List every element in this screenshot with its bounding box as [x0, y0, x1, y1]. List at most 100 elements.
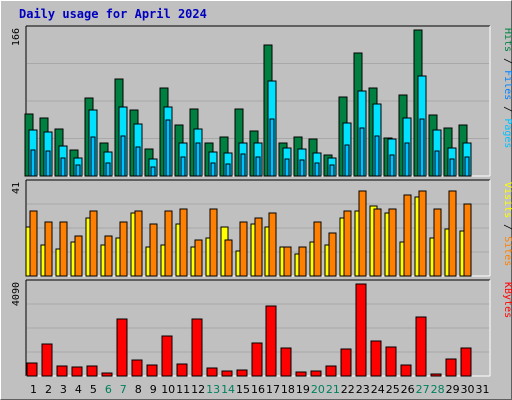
scale-label-middle: 41 [11, 182, 22, 194]
day-label-31: 31 [476, 383, 490, 396]
bar-kbytes-day-24 [370, 340, 382, 377]
day-label-19: 19 [296, 383, 310, 396]
bar-pages-day-22 [344, 144, 350, 177]
bar-kbytes-day-18 [280, 347, 292, 377]
bar-kbytes-day-4 [71, 366, 83, 377]
legend-entry: KBytes [502, 282, 512, 318]
bar-pages-day-5 [90, 136, 96, 177]
bar-sites-day-21 [328, 232, 337, 277]
day-label-17: 17 [266, 383, 280, 396]
day-label-23: 23 [356, 383, 370, 396]
bar-pages-day-4 [75, 164, 81, 177]
bar-sites-day-8 [134, 210, 143, 277]
scale-label-top: 166 [11, 28, 22, 46]
day-label-29: 29 [446, 383, 460, 396]
bar-pages-day-6 [105, 162, 111, 177]
day-label-18: 18 [281, 383, 295, 396]
bar-pages-day-14 [225, 163, 231, 177]
day-label-15: 15 [236, 383, 250, 396]
bar-sites-day-18 [283, 246, 292, 277]
bar-sites-day-1 [29, 210, 38, 277]
bar-kbytes-day-13 [206, 367, 218, 377]
bar-kbytes-day-5 [86, 365, 98, 377]
legend-entry: Hits [502, 28, 512, 52]
bar-kbytes-day-2 [41, 343, 53, 377]
bar-pages-day-30 [464, 156, 470, 177]
bar-sites-day-15 [239, 221, 248, 277]
bar-pages-day-10 [165, 119, 171, 177]
day-label-22: 22 [341, 383, 355, 396]
bar-kbytes-day-20 [310, 370, 322, 377]
bar-pages-day-7 [120, 135, 126, 177]
bar-pages-day-9 [150, 166, 156, 177]
chart-title: Daily usage for April 2024 [19, 7, 207, 21]
bar-kbytes-day-11 [176, 363, 188, 377]
bar-sites-day-28 [433, 208, 442, 277]
bar-kbytes-day-30 [460, 347, 472, 377]
day-label-3: 3 [60, 383, 67, 396]
bar-kbytes-day-14 [221, 370, 233, 377]
bar-kbytes-day-10 [161, 335, 173, 377]
bar-pages-day-25 [389, 154, 395, 177]
day-label-14: 14 [221, 383, 235, 396]
day-label-10: 10 [161, 383, 175, 396]
bar-sites-day-5 [89, 210, 98, 277]
day-label-13: 13 [206, 383, 220, 396]
bar-sites-day-11 [179, 208, 188, 277]
bar-pages-day-2 [45, 150, 51, 177]
bar-sites-day-19 [298, 246, 307, 277]
legend-bottom: KBytes [502, 282, 512, 318]
bar-pages-day-18 [284, 158, 290, 177]
bar-sites-day-27 [418, 190, 427, 277]
bar-sites-day-17 [268, 212, 277, 277]
bar-kbytes-day-28 [430, 373, 442, 377]
bar-kbytes-day-26 [400, 364, 412, 377]
day-label-2: 2 [45, 383, 52, 396]
bar-sites-day-3 [59, 221, 68, 277]
bar-sites-day-14 [224, 239, 233, 277]
bar-kbytes-day-25 [385, 346, 397, 377]
bar-pages-day-26 [404, 142, 410, 177]
bar-pages-day-23 [359, 127, 365, 177]
bar-kbytes-day-27 [415, 316, 427, 377]
bar-pages-day-28 [434, 150, 440, 177]
bar-pages-day-27 [419, 118, 425, 177]
day-label-27: 27 [416, 383, 430, 396]
day-label-6: 6 [105, 383, 112, 396]
bar-kbytes-day-12 [191, 318, 203, 377]
day-label-20: 20 [311, 383, 325, 396]
bar-sites-day-13 [209, 208, 218, 277]
bar-pages-day-19 [299, 159, 305, 177]
bar-pages-day-13 [210, 162, 216, 177]
legend-entry: Pages [502, 118, 512, 148]
bar-kbytes-day-23 [355, 283, 367, 377]
day-label-9: 9 [150, 383, 157, 396]
day-label-26: 26 [401, 383, 415, 396]
bar-kbytes-day-1 [26, 362, 38, 377]
bar-kbytes-day-17 [265, 305, 277, 377]
legend-entry: Files [502, 70, 512, 100]
bar-sites-day-4 [74, 235, 83, 277]
bar-pages-day-3 [60, 157, 66, 177]
day-label-16: 16 [251, 383, 265, 396]
day-label-28: 28 [431, 383, 445, 396]
bar-pages-day-11 [180, 156, 186, 177]
bar-pages-day-29 [449, 158, 455, 177]
scale-label-bottom: 4090 [11, 282, 22, 306]
legend-entry: / [502, 100, 512, 118]
bar-sites-day-20 [313, 221, 322, 277]
bar-sites-day-2 [44, 221, 53, 277]
day-label-5: 5 [90, 383, 97, 396]
bar-kbytes-day-21 [325, 365, 337, 377]
bar-kbytes-day-3 [56, 365, 68, 377]
bar-sites-day-16 [254, 217, 263, 277]
bar-kbytes-day-6 [101, 372, 113, 377]
bar-sites-day-10 [164, 210, 173, 277]
bar-sites-day-25 [388, 208, 397, 277]
bar-kbytes-day-7 [116, 318, 128, 377]
bar-sites-day-9 [149, 223, 158, 277]
bar-pages-day-24 [374, 135, 380, 177]
legend-entry: Sites [502, 236, 512, 266]
bar-sites-day-24 [373, 208, 382, 277]
